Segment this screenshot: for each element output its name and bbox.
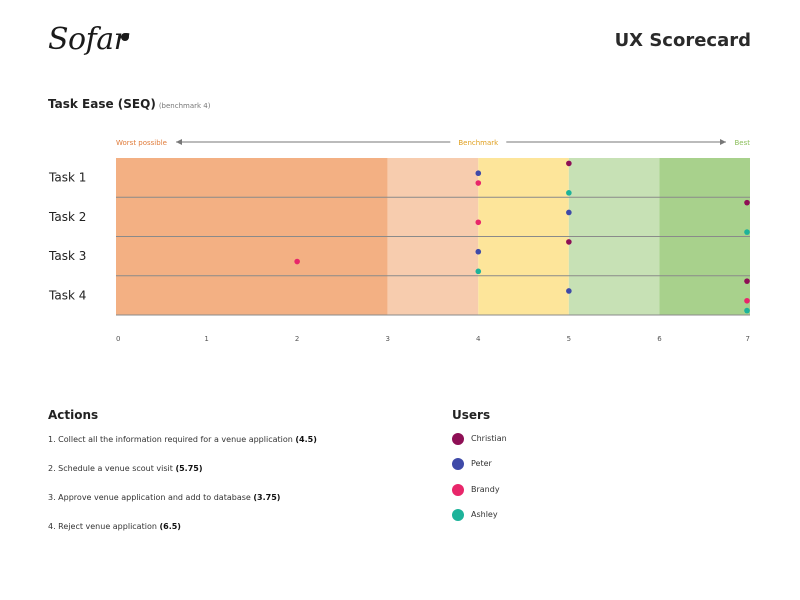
data-point [566, 288, 572, 294]
actions-title: Actions [48, 408, 99, 422]
chart-title-text: Task Ease (SEQ) [48, 97, 156, 111]
x-tick-label: 7 [746, 335, 750, 343]
x-tick-label: 2 [295, 335, 299, 343]
data-point [475, 170, 482, 177]
data-point [475, 180, 482, 186]
x-tick-label: 4 [476, 335, 481, 343]
page-title: UX Scorecard [614, 30, 751, 51]
data-point [744, 199, 750, 206]
data-point [475, 248, 482, 255]
x-tick-label: 3 [385, 335, 389, 343]
user-name: Ashley [471, 510, 498, 519]
action-text: 2. Schedule a venue scout visit [48, 464, 173, 473]
x-tick-label: 6 [657, 335, 662, 343]
chart-subtitle: (benchmark 4) [158, 102, 211, 110]
action-item-2: 2. Schedule a venue scout visit (5.75) [48, 464, 203, 473]
data-point [294, 258, 300, 265]
action-score: (4.5) [295, 435, 317, 444]
worst-possible-label: Worst possible [116, 139, 167, 147]
data-point [475, 219, 482, 226]
user-name: Brandy [471, 485, 500, 494]
data-point [566, 209, 572, 216]
data-point [744, 229, 750, 235]
user-color-dot [452, 484, 464, 496]
right-arrow-icon [720, 139, 726, 145]
task-label: Task 3 [48, 249, 86, 263]
logo-mark-icon [121, 33, 129, 41]
user-name: Peter [471, 459, 492, 468]
task-ease-chart: Task 1 Task 2 Task 3 Task 4 Worst possible Be… [48, 139, 750, 343]
chart-title: Task Ease (SEQ) (benchmark 4) [48, 97, 210, 111]
x-tick-label: 5 [567, 335, 571, 343]
data-point [744, 278, 750, 284]
action-text: 1. Collect all the information required … [48, 435, 293, 444]
data-point [475, 268, 482, 275]
benchmark-label: Benchmark [458, 139, 499, 147]
action-item-3: 3. Approve venue application and add to … [48, 493, 280, 502]
best-label: Best [734, 139, 750, 147]
data-point [566, 239, 572, 245]
sofar-logo: Sofar [48, 22, 128, 57]
task-label: Task 2 [48, 210, 86, 224]
action-text: 4. Reject venue application [48, 522, 157, 531]
action-score: (6.5) [159, 522, 181, 531]
users-title: Users [452, 408, 491, 422]
user-name: Christian [471, 434, 507, 443]
user-color-dot [452, 509, 464, 521]
action-score: (5.75) [175, 464, 203, 473]
data-point [566, 160, 572, 167]
action-score: (3.75) [253, 493, 281, 502]
data-point [744, 307, 750, 314]
x-tick-label: 1 [204, 335, 208, 343]
user-color-dot [452, 458, 464, 470]
action-item-4: 4. Reject venue application (6.5) [48, 522, 181, 531]
action-text: 3. Approve venue application and add to … [48, 493, 251, 502]
task-label: Task 1 [48, 171, 86, 185]
left-arrow-icon [176, 139, 182, 145]
x-tick-label: 0 [116, 335, 120, 343]
data-point [744, 297, 750, 304]
action-item-1: 1. Collect all the information required … [48, 435, 317, 444]
data-point [566, 190, 572, 196]
task-label: Task 4 [48, 288, 86, 302]
user-color-dot [452, 433, 464, 445]
